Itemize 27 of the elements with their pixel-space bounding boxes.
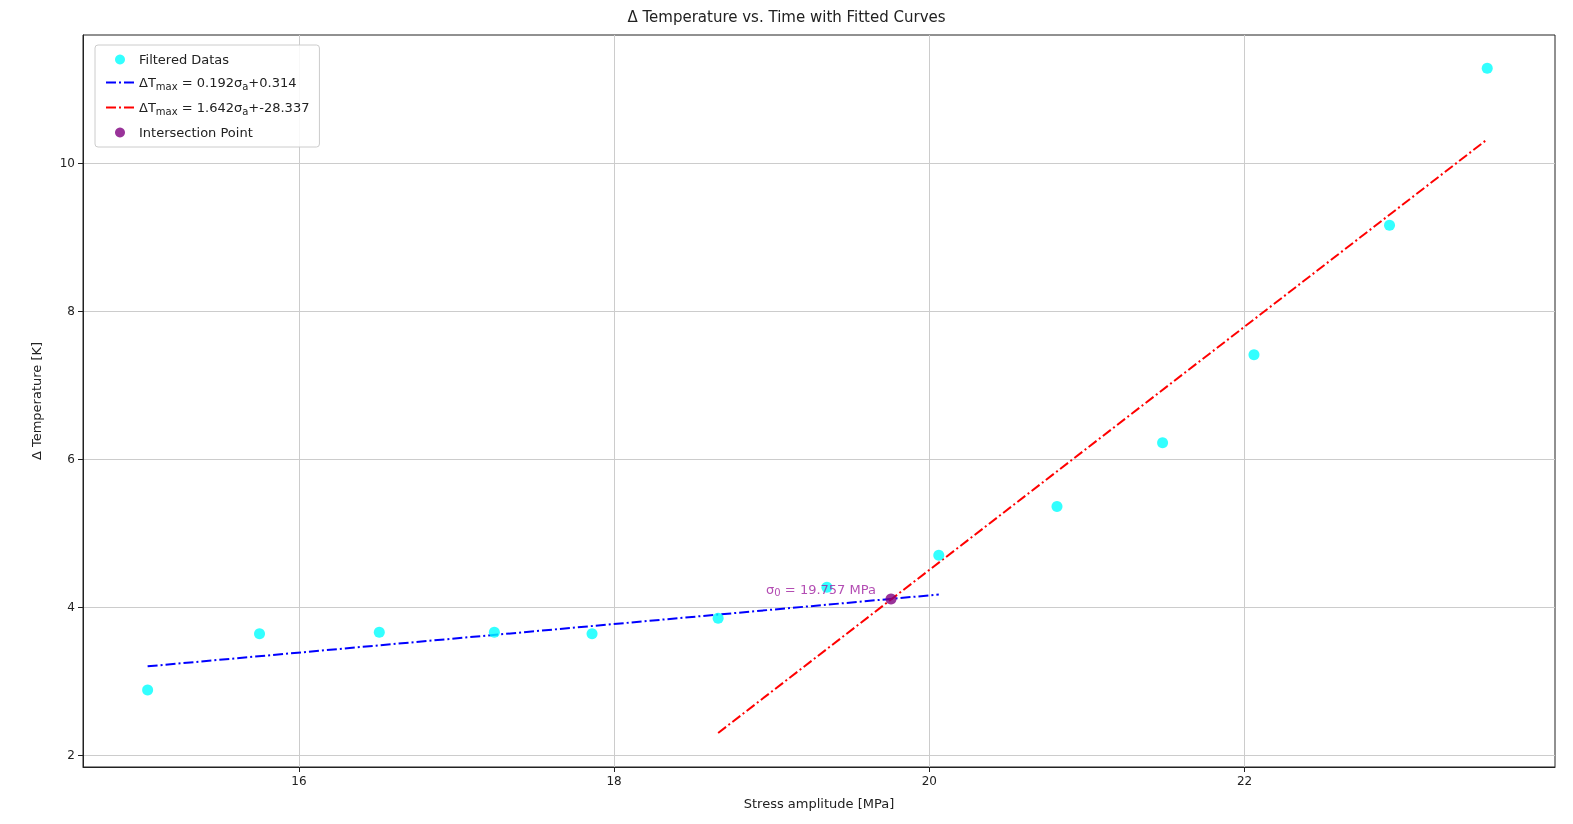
- y-tick-label: 10: [59, 156, 75, 171]
- chart-title: Δ Temperature vs. Time with Fitted Curves: [627, 7, 946, 26]
- point: [254, 628, 266, 640]
- point: [712, 612, 724, 624]
- y-tick-label: 2: [67, 748, 75, 763]
- x-axis-title: Stress amplitude [MPa]: [743, 796, 895, 811]
- y-tick-label: 6: [67, 452, 75, 467]
- y-tick-label: 8: [67, 304, 75, 319]
- point: [933, 549, 945, 561]
- y-axis-title: Δ Temperature [K]: [29, 341, 44, 461]
- legend-label: Intersection Point: [139, 125, 253, 140]
- point: [1248, 349, 1260, 361]
- point: [1157, 437, 1169, 449]
- x-tick-label: 22: [1236, 774, 1253, 788]
- point: [142, 684, 154, 696]
- point: [1384, 219, 1396, 231]
- point: [1481, 62, 1493, 74]
- x-tick-label: 20: [921, 774, 937, 788]
- x-tick-label: 18: [606, 774, 622, 788]
- point: [1051, 500, 1063, 512]
- x-tick-label: 16: [291, 774, 307, 788]
- point: [885, 593, 897, 605]
- point: [488, 626, 500, 638]
- legend-label: Filtered Datas: [139, 52, 230, 67]
- point: [373, 626, 385, 638]
- y-tick-label: 4: [67, 600, 75, 615]
- point: [586, 628, 598, 640]
